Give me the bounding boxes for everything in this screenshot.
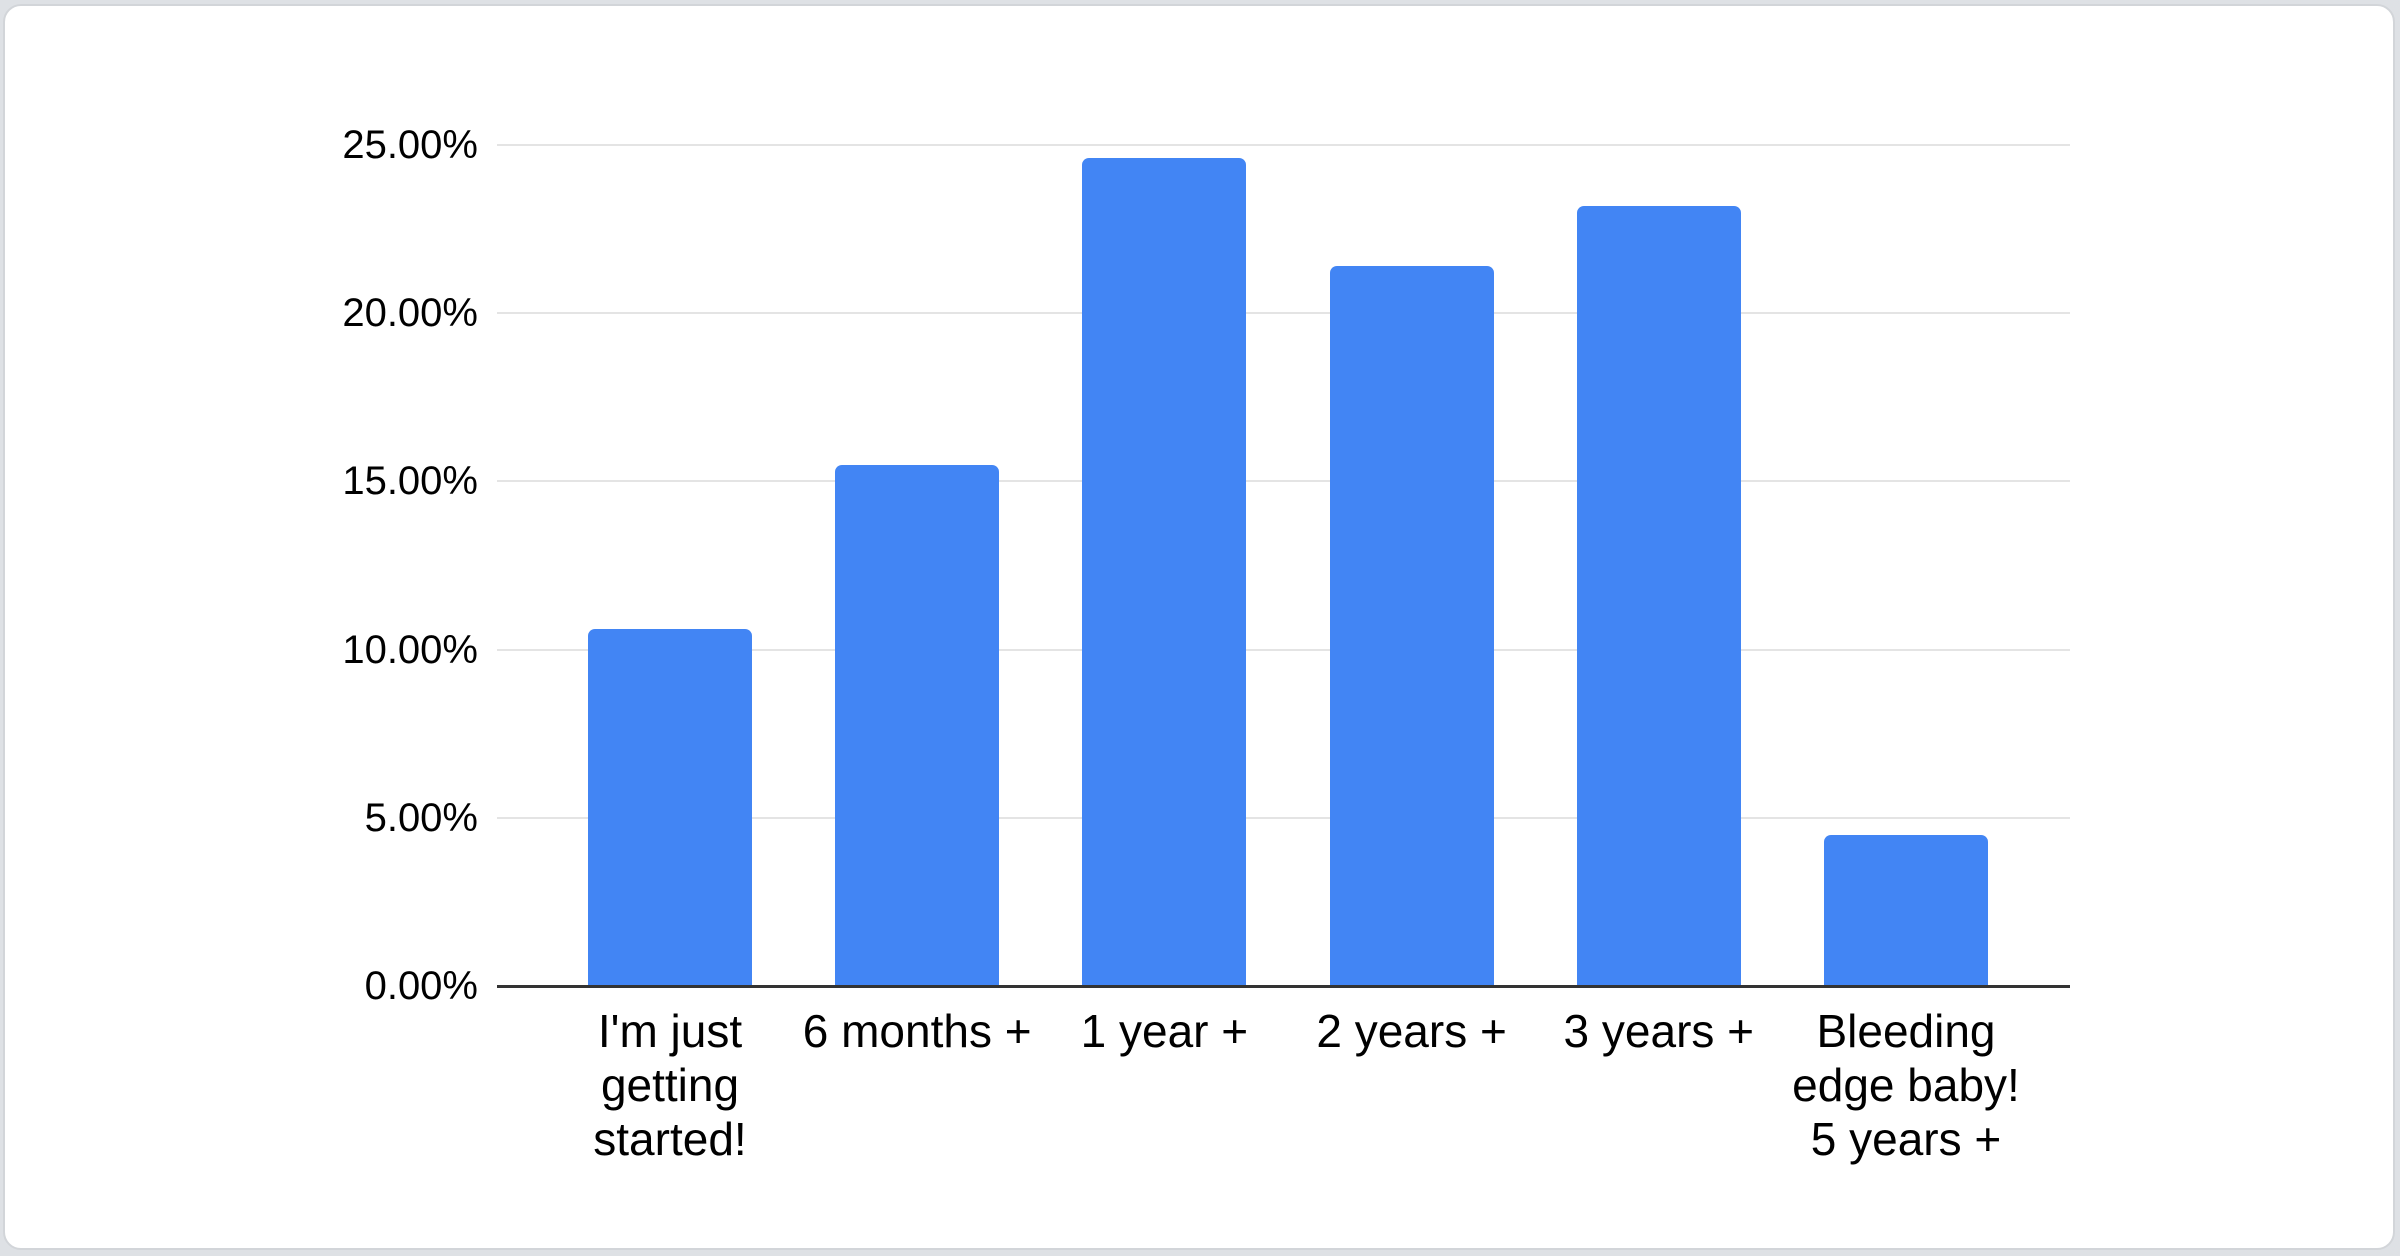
y-axis-tick-label: 10.00% — [342, 627, 478, 672]
x-axis-label: 1 year + — [1080, 1005, 1249, 1057]
x-axis-label: 2 years + — [1316, 1005, 1507, 1057]
y-axis-tick-label: 15.00% — [342, 459, 478, 504]
y-axis-tick-label: 20.00% — [342, 291, 478, 336]
x-axis-label: I'm just getting started! — [593, 1005, 747, 1165]
gridline — [497, 312, 2070, 315]
bar — [835, 464, 1000, 986]
bar-chart: 0.00% 5.00% 10.00% 15.00% 20.00% 25.00% I'm ju… — [5, 6, 2393, 1248]
bar — [1082, 158, 1247, 986]
bar — [1329, 266, 1494, 986]
y-axis-tick-label: 25.00% — [342, 123, 478, 167]
gridline — [497, 648, 2070, 651]
bar — [1824, 834, 1988, 986]
gridline — [497, 144, 2070, 146]
x-axis-baseline — [497, 985, 2070, 988]
bar — [1576, 205, 1741, 986]
y-axis-tick-label: 5.00% — [364, 795, 478, 840]
x-axis-label: Bleeding edge baby! 5 years + — [1792, 1005, 2020, 1165]
y-axis-tick-label: 0.00% — [364, 964, 478, 1008]
gridline — [497, 816, 2070, 819]
chart-card: 0.00% 5.00% 10.00% 15.00% 20.00% 25.00% I'm ju… — [3, 4, 2395, 1250]
gridline — [497, 480, 2070, 483]
x-axis-label: 3 years + — [1563, 1005, 1755, 1057]
x-axis-label: 6 months + — [802, 1005, 1032, 1057]
bar — [588, 629, 752, 986]
